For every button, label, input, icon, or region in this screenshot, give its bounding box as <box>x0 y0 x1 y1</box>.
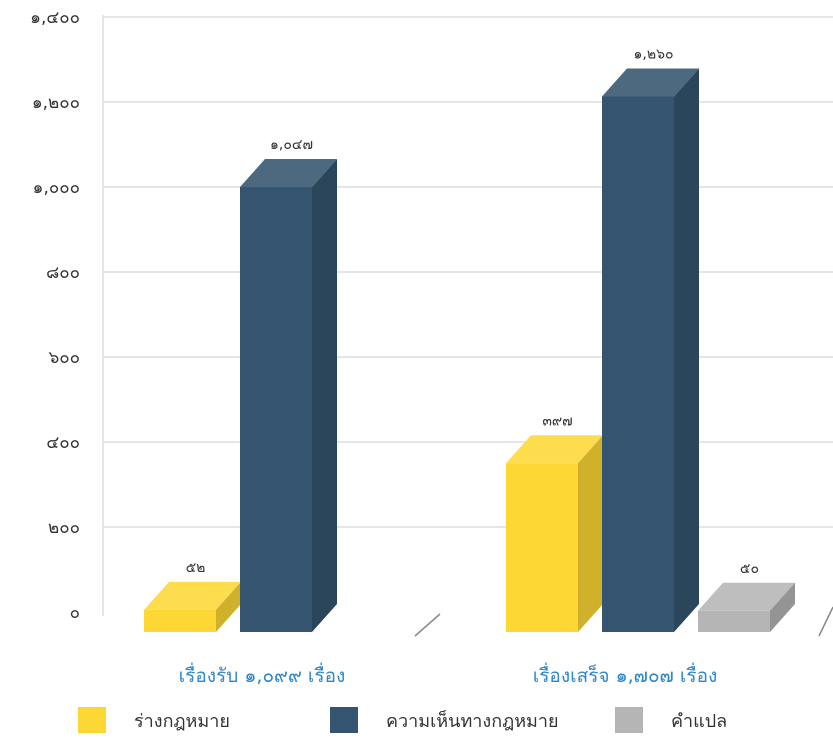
data-label: ๕๒ <box>186 560 206 576</box>
floor-tick <box>818 606 833 637</box>
bar-top <box>698 582 795 611</box>
y-tick-label: ๘๐๐ <box>46 263 80 283</box>
bar-side <box>770 582 795 632</box>
bar <box>144 581 241 632</box>
bar-front <box>698 610 770 632</box>
y-axis: ๐ ๒๐๐ ๔๐๐ ๖๐๐ ๘๐๐ ๑,๐๐๐ ๑,๒๐๐ ๑,๔๐๐ <box>30 8 104 623</box>
bar-top <box>240 159 337 188</box>
y-tick-label: ๒๐๐ <box>48 518 80 538</box>
floor-tick <box>414 613 441 637</box>
x-category-label: เรื่องรับ ๑,๐๙๙ เรื่อง <box>179 662 346 687</box>
bar-front <box>602 96 674 632</box>
bar-side <box>312 159 337 632</box>
chart-floor <box>414 606 833 637</box>
legend-swatch-translation <box>615 707 643 733</box>
y-tick-label: ๐ <box>70 603 80 623</box>
bar-side <box>578 435 603 632</box>
bar-front <box>506 463 578 632</box>
gridlines <box>103 16 833 528</box>
data-label: ๑,๒๖๐ <box>634 47 674 63</box>
data-label: ๑,๐๔๗ <box>270 137 313 153</box>
legend-item-translation: คำแปล <box>615 705 727 735</box>
legend-label-translation: คำแปล <box>671 710 728 732</box>
data-label: ๕๐ <box>740 561 759 577</box>
bar-chart: ๐ ๒๐๐ ๔๐๐ ๖๐๐ ๘๐๐ ๑,๐๐๐ ๑,๒๐๐ ๑,๔๐๐ ๕๒ ๓๙๗ ๑,๐๔๗ ๑… <box>30 8 833 687</box>
x-axis-categories: เรื่องรับ ๑,๐๙๙ เรื่อง เรื่องเสร็จ ๑,๗๐๗ … <box>179 662 718 687</box>
legend-item-legal-opinion: ความเห็นทางกฎหมาย <box>330 705 559 735</box>
legend: ร่างกฎหมาย ความเห็นทางกฎหมาย คำแปล <box>0 705 833 741</box>
y-tick-label: ๑,๒๐๐ <box>32 93 80 113</box>
data-label: ๓๙๗ <box>542 413 572 429</box>
bar <box>240 159 337 632</box>
legend-item-draft-law: ร่างกฎหมาย <box>78 705 230 735</box>
bar-side <box>674 68 699 632</box>
y-tick-label: ๔๐๐ <box>46 433 80 453</box>
bar-top <box>506 435 603 464</box>
y-tick-label: ๖๐๐ <box>48 348 80 368</box>
bar <box>506 435 603 632</box>
bar-top <box>602 68 699 97</box>
bar-top <box>144 581 241 610</box>
legend-swatch-draft-law <box>78 707 106 733</box>
bar-side <box>216 581 241 632</box>
legend-label-legal-opinion: ความเห็นทางกฎหมาย <box>386 710 559 732</box>
bar <box>698 582 795 632</box>
bar-front <box>240 187 312 632</box>
x-category-label: เรื่องเสร็จ ๑,๗๐๗ เรื่อง <box>533 662 718 687</box>
y-tick-label: ๑,๔๐๐ <box>30 8 80 28</box>
bars <box>144 68 795 632</box>
legend-label-draft-law: ร่างกฎหมาย <box>134 710 230 732</box>
bar <box>602 68 699 632</box>
y-tick-label: ๑,๐๐๐ <box>33 178 80 198</box>
legend-swatch-legal-opinion <box>330 707 358 733</box>
bar-front <box>144 609 216 632</box>
